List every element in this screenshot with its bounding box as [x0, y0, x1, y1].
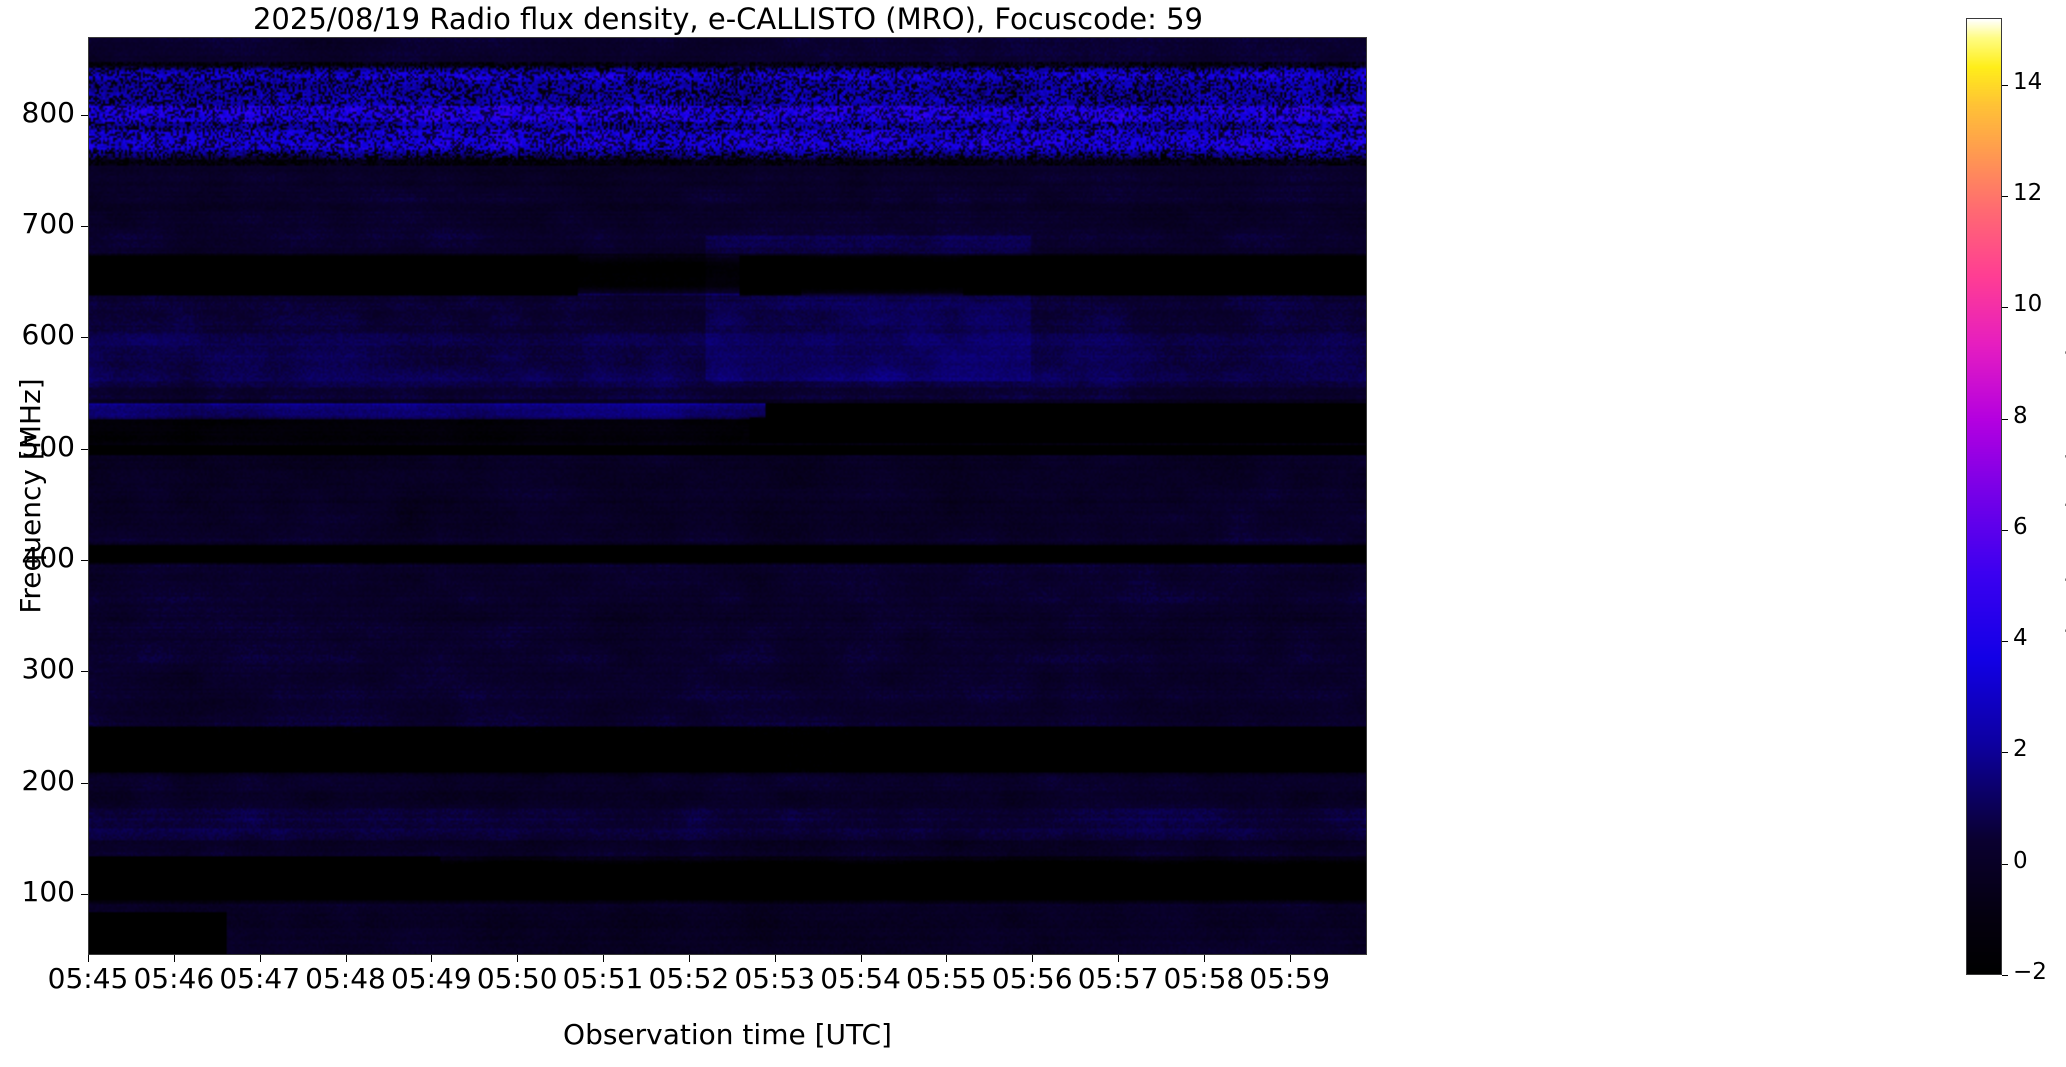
spectrogram-image	[89, 38, 1366, 954]
x-axis-tick-label: 05:46	[133, 962, 215, 995]
x-axis-tick-mark	[860, 955, 862, 962]
x-axis-tick-label: 05:45	[47, 962, 129, 995]
x-axis-tick-label: 05:55	[906, 962, 987, 995]
y-axis-tick-label: 200	[21, 763, 75, 797]
colorbar-tick-mark	[2002, 641, 2008, 643]
x-axis-tick-mark	[1203, 955, 1205, 962]
colorbar-tick-mark	[2002, 863, 2008, 865]
y-axis-tick-mark	[81, 559, 88, 561]
colorbar-tick-mark	[2002, 418, 2008, 420]
colorbar-tick-label: 4	[2013, 625, 2028, 652]
x-axis-tick-label: 05:48	[305, 962, 386, 995]
colorbar-tick-label: 12	[2013, 180, 2043, 207]
x-axis-tick-label: 05:58	[1163, 962, 1245, 995]
x-axis-tick-label: 05:56	[991, 962, 1073, 995]
y-axis-tick-label: 600	[21, 318, 75, 352]
x-axis-tick-label: 05:54	[820, 962, 901, 995]
x-axis-tick-label: 05:47	[219, 962, 301, 995]
x-axis-tick-mark	[774, 955, 776, 962]
y-axis-tick-mark	[81, 226, 88, 228]
x-axis-tick-label: 05:53	[734, 962, 816, 995]
y-axis-tick-mark	[81, 893, 88, 895]
y-axis-tick-mark	[81, 337, 88, 339]
y-axis-tick-label: 100	[21, 874, 75, 908]
y-axis-tick-mark	[81, 782, 88, 784]
y-axis-tick-mark	[81, 448, 88, 450]
y-axis-tick-label: 500	[21, 429, 75, 463]
y-axis-tick-label: 400	[21, 540, 75, 574]
x-axis-tick-mark	[603, 955, 605, 962]
colorbar-tick-label: 2	[2013, 736, 2028, 763]
x-axis-tick-mark	[1289, 955, 1291, 962]
colorbar-tick-label: 14	[2013, 68, 2043, 95]
colorbar-gradient	[1967, 19, 2001, 974]
x-axis-tick-label: 05:51	[562, 962, 644, 995]
x-axis-tick-mark	[88, 955, 89, 962]
x-axis-tick-mark	[259, 955, 261, 962]
colorbar-tick-mark	[2002, 975, 2008, 976]
x-axis-tick-mark	[1118, 955, 1120, 962]
x-axis-tick-mark	[946, 955, 948, 962]
page-title: 2025/08/19 Radio flux density, e-CALLIST…	[252, 2, 1203, 36]
colorbar-tick-mark	[2002, 307, 2008, 309]
x-axis-tick-label: 05:57	[1077, 962, 1159, 995]
colorbar-tick-label: 0	[2013, 847, 2028, 874]
x-axis-tick-label: 05:59	[1249, 962, 1331, 995]
x-axis-tick-mark	[517, 955, 519, 962]
y-axis-label: Frequency [MHz]	[14, 378, 47, 614]
spectrogram-plot-area[interactable]	[88, 37, 1367, 955]
x-axis-tick-label: 05:52	[648, 962, 730, 995]
y-axis-tick-label: 700	[21, 207, 75, 241]
colorbar-tick-label: 8	[2013, 402, 2028, 429]
x-axis-tick-mark	[431, 955, 433, 962]
x-axis-tick-mark	[173, 955, 175, 962]
colorbar-tick-label: 6	[2013, 513, 2028, 540]
x-axis-tick-label: 05:49	[390, 962, 472, 995]
colorbar-tick-mark	[2002, 529, 2008, 531]
colorbar-tick-mark	[2002, 752, 2008, 754]
x-axis-tick-label: 05:50	[476, 962, 558, 995]
colorbar-label: dB above background	[2062, 348, 2066, 645]
x-axis-label: Observation time [UTC]	[563, 1018, 892, 1051]
y-axis-tick-label: 300	[21, 652, 75, 686]
colorbar-tick-label: −2	[2013, 959, 2047, 985]
colorbar-tick-mark	[2002, 196, 2008, 198]
colorbar-tick-label: 10	[2013, 291, 2043, 318]
colorbar-tick-mark	[2002, 84, 2008, 86]
y-axis-tick-mark	[81, 671, 88, 673]
y-axis-tick-label: 800	[21, 95, 75, 129]
x-axis-tick-mark	[688, 955, 690, 962]
x-axis-tick-mark	[345, 955, 347, 962]
y-axis-tick-mark	[81, 114, 88, 116]
x-axis-tick-mark	[1032, 955, 1034, 962]
colorbar[interactable]	[1966, 18, 2002, 975]
